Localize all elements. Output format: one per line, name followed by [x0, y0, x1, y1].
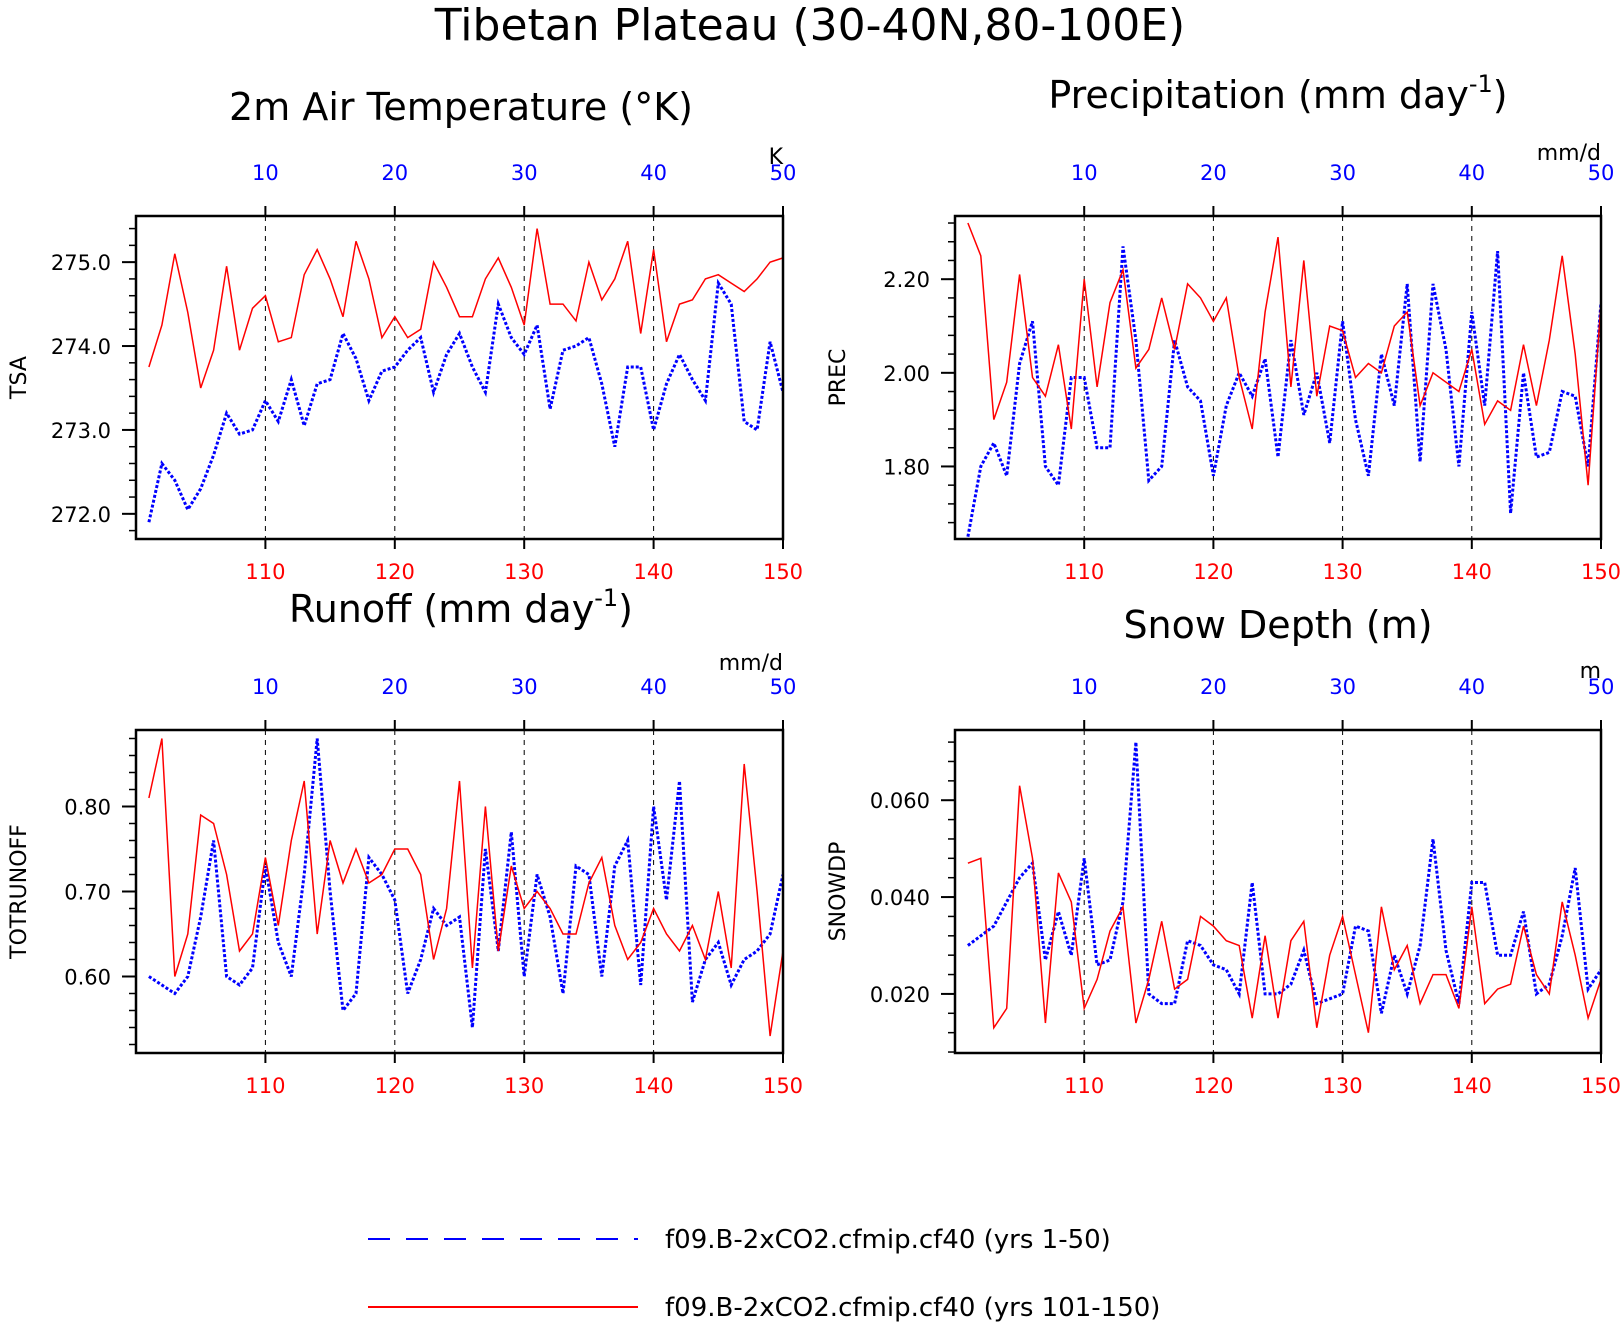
panel-precipitation: 1.80 2.00 2.20 10 20 30 40 50 110 120 130 140 150 PRE…	[826, 161, 1621, 584]
y-axis-label: SNOWDP	[826, 842, 851, 942]
panel-title-runoff-main: Runoff (mm day	[289, 587, 594, 631]
x-bottom-tick-label: 120	[375, 1074, 415, 1098]
y-axis-label: TOTRUNOFF	[7, 824, 32, 960]
series-line-red	[148, 228, 783, 389]
y-axis-label: PREC	[826, 349, 851, 407]
x-top-tick-label: 20	[1200, 675, 1227, 699]
plot-frame	[134, 214, 785, 541]
x-top-tick-label: 20	[1200, 161, 1227, 185]
panel-snow-depth: 0.020 0.040 0.060 10 20 30 40 50 110 120 130 140 150…	[826, 675, 1621, 1098]
x-top-tick-label: 10	[1071, 675, 1098, 699]
y-tick-label: 0.80	[64, 796, 111, 820]
series-line-red	[148, 738, 783, 1037]
plot-frame	[953, 214, 1603, 541]
panel-title-snow-depth: Snow Depth (m)	[1123, 603, 1432, 647]
x-bottom-tick-label: 130	[504, 560, 544, 584]
y-tick-label: 274.0	[51, 335, 111, 359]
y-tick-label: 2.00	[883, 362, 930, 386]
x-bottom-tick-label: 120	[375, 560, 415, 584]
panel-title-runoff: Runoff (mm day-1)	[289, 584, 633, 631]
x-top-tick-label: 10	[252, 161, 279, 185]
y-tick-label: 273.0	[51, 419, 111, 443]
panel-runoff: 0.60 0.70 0.80 10 20 30 40 50 110 120 130 140 150 TOT…	[7, 675, 803, 1098]
panel-title-precipitation: Precipitation (mm day-1)	[1048, 70, 1507, 117]
units-label-snow-depth: m	[1580, 659, 1601, 684]
x-bottom-tick-label: 130	[1323, 1074, 1363, 1098]
x-top-tick-label: 40	[640, 675, 667, 699]
x-bottom-tick-label: 110	[1064, 560, 1104, 584]
x-top-tick-label: 30	[511, 675, 538, 699]
y-tick-label: 0.60	[64, 966, 111, 990]
y-tick-label: 0.70	[64, 881, 111, 905]
x-top-tick-label: 40	[1458, 675, 1485, 699]
x-top-tick-label: 30	[511, 161, 538, 185]
series-line-blue	[148, 738, 783, 1028]
x-bottom-tick-label: 150	[763, 560, 803, 584]
series-line-red	[967, 222, 1601, 486]
panel-title-temperature: 2m Air Temperature (°K)	[229, 85, 693, 129]
panel-title-precipitation-main: Precipitation (mm day	[1048, 73, 1468, 117]
y-tick-label: 0.040	[870, 886, 930, 910]
units-label-temperature: K	[769, 145, 784, 170]
x-bottom-tick-label: 130	[1323, 560, 1363, 584]
x-bottom-tick-label: 140	[1452, 1074, 1492, 1098]
x-bottom-tick-label: 150	[763, 1074, 803, 1098]
panel-title-precipitation-sup: -1	[1469, 70, 1493, 98]
x-top-tick-label: 20	[381, 161, 408, 185]
y-tick-label: 0.020	[870, 983, 930, 1007]
figure-title: Tibetan Plateau (30-40N,80-100E)	[434, 0, 1185, 51]
y-tick-label: 0.060	[870, 789, 930, 813]
x-top-tick-label: 30	[1329, 675, 1356, 699]
x-top-tick-label: 30	[1329, 161, 1356, 185]
panel-title-runoff-sup: -1	[594, 584, 618, 612]
series-line-red	[967, 785, 1601, 1033]
x-top-tick-label: 20	[381, 675, 408, 699]
legend-red-label: f09.B-2xCO2.cfmip.cf40 (yrs 101-150)	[665, 1293, 1160, 1323]
x-top-tick-label: 40	[1458, 161, 1485, 185]
x-bottom-tick-label: 120	[1193, 1074, 1233, 1098]
legend-blue-label: f09.B-2xCO2.cfmip.cf40 (yrs 1-50)	[665, 1225, 1111, 1255]
x-bottom-tick-label: 120	[1193, 560, 1233, 584]
plot-frame	[953, 728, 1603, 1055]
x-bottom-tick-label: 110	[1064, 1074, 1104, 1098]
y-tick-label: 272.0	[51, 503, 111, 527]
x-bottom-tick-label: 110	[245, 560, 285, 584]
x-top-tick-label: 50	[770, 161, 797, 185]
y-tick-label: 2.20	[883, 268, 930, 292]
series-line-blue	[147, 278, 783, 523]
y-tick-label: 1.80	[883, 455, 930, 479]
x-bottom-tick-label: 150	[1581, 1074, 1621, 1098]
x-bottom-tick-label: 140	[634, 560, 674, 584]
series-line-blue	[966, 246, 1601, 537]
plot-frame	[134, 728, 785, 1055]
x-top-tick-label: 50	[1588, 161, 1615, 185]
series-line-blue	[966, 741, 1601, 1014]
panel-temperature: 272.0 273.0 274.0 275.0 10 20 30 40 50 110 120 130 1…	[7, 161, 803, 584]
x-top-tick-label: 10	[1071, 161, 1098, 185]
x-top-tick-label: 50	[770, 675, 797, 699]
y-tick-label: 275.0	[51, 251, 111, 275]
x-bottom-tick-label: 140	[1452, 560, 1492, 584]
y-axis-label: TSA	[7, 356, 32, 400]
x-bottom-tick-label: 130	[504, 1074, 544, 1098]
x-bottom-tick-label: 150	[1581, 560, 1621, 584]
x-top-tick-label: 50	[1588, 675, 1615, 699]
x-bottom-tick-label: 110	[245, 1074, 285, 1098]
units-label-runoff: mm/d	[719, 651, 783, 676]
x-bottom-tick-label: 140	[634, 1074, 674, 1098]
units-label-precipitation: mm/d	[1537, 141, 1601, 166]
panel-title-runoff-tail: )	[618, 587, 633, 631]
x-top-tick-label: 10	[252, 675, 279, 699]
panel-title-precipitation-tail: )	[1493, 73, 1508, 117]
x-top-tick-label: 40	[640, 161, 667, 185]
